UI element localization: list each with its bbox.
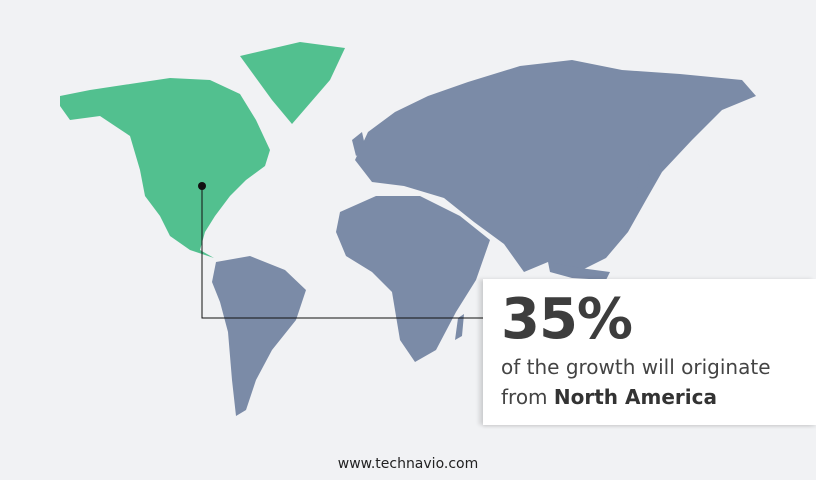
callout-marker-dot — [198, 182, 206, 190]
region-africa — [336, 196, 490, 362]
region-madagascar — [455, 314, 464, 340]
growth-percent: 35% — [501, 287, 633, 352]
callout-card: 35% of the growth will originate from No… — [483, 279, 816, 425]
region-uk — [352, 132, 366, 156]
region-europe-asia — [355, 60, 756, 272]
region-south-america — [212, 256, 306, 416]
region-japan — [636, 160, 652, 196]
callout-connector-line — [201, 186, 483, 319]
region-north-america — [60, 78, 270, 258]
footer-website: www.technavio.com — [337, 456, 479, 472]
callout-from: from — [501, 385, 548, 409]
callout-text-line1: of the growth will originate — [501, 355, 771, 379]
callout-text-line2: from North America — [501, 385, 717, 409]
callout-region: North America — [553, 385, 717, 409]
region-greenland — [240, 42, 345, 124]
region-indonesia — [548, 262, 610, 280]
